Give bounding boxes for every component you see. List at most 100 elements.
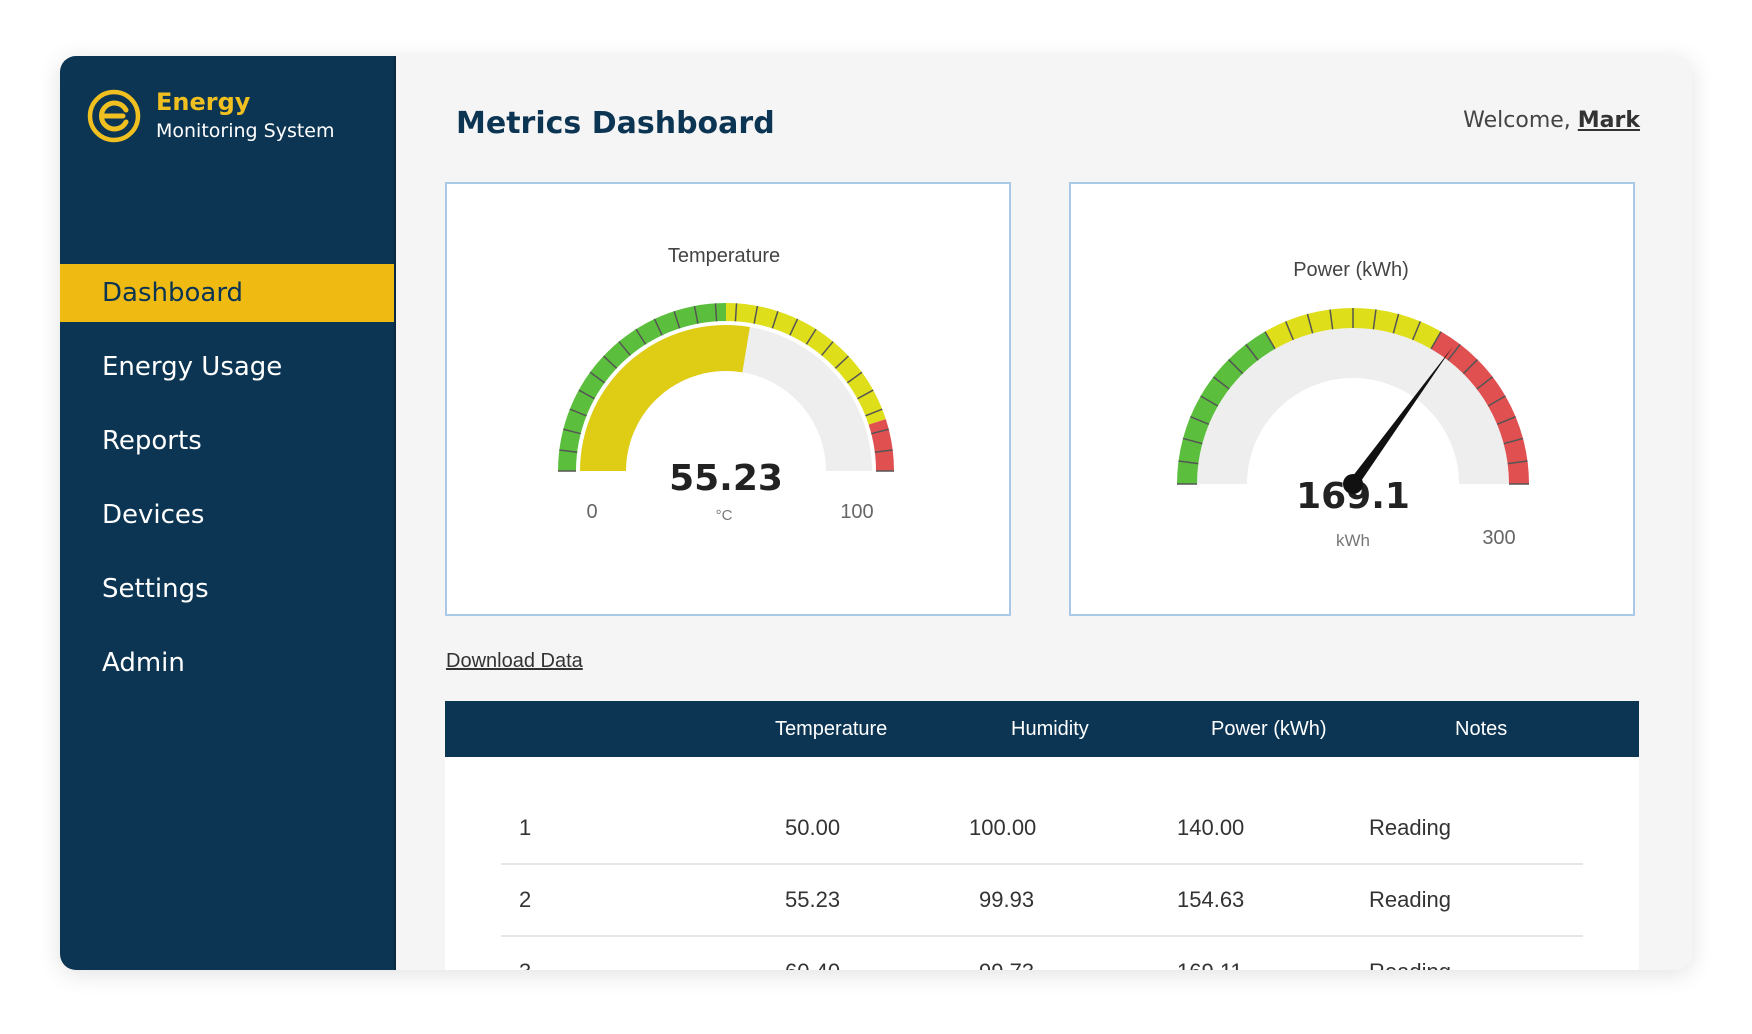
power-gauge-tick: [1487, 395, 1506, 407]
cell-temperature: 55.23: [785, 887, 841, 912]
temperature-gauge-tick: [834, 355, 849, 369]
power-gauge-tick: [1462, 359, 1478, 375]
main-content: Metrics Dashboard Welcome, Mark Temperat…: [396, 56, 1692, 970]
power-gauge-title: Power (kWh): [1293, 259, 1409, 281]
sidebar-item-dashboard[interactable]: Dashboard: [60, 264, 394, 322]
temperature-gauge-tick: [874, 449, 893, 453]
download-data-link[interactable]: Download Data: [446, 650, 583, 672]
power-gauge-unit: kWh: [1336, 531, 1370, 550]
temperature-gauge-tick: [846, 371, 863, 384]
temperature-gauge-tick: [871, 428, 889, 435]
app-window: Energy Monitoring System Dashboard Energ…: [60, 56, 1692, 970]
cell-index: 2: [519, 887, 532, 912]
temperature-gauge-tick: [603, 355, 618, 369]
sidebar-item-devices[interactable]: Devices: [102, 500, 205, 530]
brand-name-line1: Energy: [156, 88, 251, 116]
temperature-gauge-tick: [734, 303, 738, 322]
user-link[interactable]: Mark: [1577, 108, 1640, 133]
power-gauge-tick: [1178, 460, 1199, 465]
cell-notes: Reading: [1369, 887, 1451, 912]
cell-power: 154.63: [1177, 887, 1245, 912]
temperature-gauge-tick: [653, 318, 663, 336]
cell-notes: Reading: [1369, 959, 1451, 970]
temperature-gauge-tick: [589, 371, 606, 384]
power-gauge-tick: [1212, 376, 1230, 390]
temperature-gauge-unit: °C: [716, 507, 733, 524]
cell-index: 1: [519, 815, 532, 840]
temperature-gauge-card: Temperature 55.23 °C 0 100: [445, 182, 1011, 616]
temperature-gauge-tick: [578, 389, 595, 400]
cell-humidity: 99.73: [979, 959, 1034, 970]
brand-name-line2: Monitoring System: [156, 120, 335, 142]
power-gauge: Power (kWh) 169.1 kWh 300: [1177, 259, 1529, 550]
sidebar-item-settings[interactable]: Settings: [102, 574, 209, 604]
power-gauge-tick: [1264, 331, 1276, 350]
power-gauge-tick: [1496, 415, 1516, 425]
power-zone-red: [1431, 331, 1529, 484]
temperature-gauge-tick: [789, 318, 799, 336]
sidebar-item-admin[interactable]: Admin: [102, 648, 185, 678]
sidebar-nav: Dashboard Energy Usage Reports Devices S…: [60, 264, 394, 708]
cell-humidity: 99.93: [979, 887, 1035, 912]
temperature-zone-yellow: [726, 303, 886, 425]
energy-e-icon: [87, 89, 141, 143]
table-row[interactable]: 1 50.00 100.00 140.00 Reading: [501, 793, 1583, 865]
temperature-gauge-value: 55.23: [669, 458, 783, 499]
power-gauge-tick: [1228, 359, 1244, 375]
power-gauge-tick: [1430, 331, 1442, 350]
power-gauge-tick: [1447, 343, 1461, 361]
table-header-notes[interactable]: Notes: [1455, 717, 1508, 740]
temperature-gauge-tick: [559, 449, 578, 453]
power-gauge-tick: [1245, 343, 1259, 361]
table-header: Temperature Humidity Power (kWh) Notes: [445, 701, 1639, 757]
cell-power: 169.11: [1177, 959, 1243, 970]
temperature-gauge-title: Temperature: [668, 245, 780, 267]
cell-temperature: 60.40: [785, 959, 840, 970]
table-header-temperature[interactable]: Temperature: [775, 717, 888, 740]
table-row[interactable]: 3 60.40 99.73 169.11 Reading: [501, 937, 1583, 970]
welcome-message: Welcome, Mark: [1463, 108, 1640, 133]
cell-temperature: 50.00: [785, 815, 841, 840]
sidebar-item-reports[interactable]: Reports: [102, 426, 202, 456]
temperature-gauge-tick: [635, 328, 647, 345]
power-gauge-tick: [1503, 437, 1524, 445]
cell-humidity: 100.00: [969, 815, 1037, 840]
temperature-gauge-tick: [821, 341, 834, 356]
sidebar: Energy Monitoring System Dashboard Energ…: [60, 56, 396, 970]
power-gauge-needle-hub: [1343, 474, 1363, 494]
temperature-gauge-min: 0: [586, 501, 597, 523]
page-title: Metrics Dashboard: [456, 106, 775, 141]
temperature-gauge-tick: [673, 310, 681, 329]
power-zone-green: [1177, 331, 1275, 484]
power-gauge-tick: [1182, 437, 1203, 445]
power-gauge-tick: [1190, 415, 1210, 425]
power-gauge-card: Power (kWh) 169.1 kWh 300: [1069, 182, 1635, 616]
temperature-gauge-tick: [753, 305, 759, 324]
power-gauge-tick: [1412, 321, 1422, 341]
temperature-gauge-tick: [618, 341, 631, 356]
table-header-humidity[interactable]: Humidity: [1011, 717, 1089, 740]
temperature-gauge-tick: [771, 310, 779, 329]
table-header-power[interactable]: Power (kWh): [1211, 717, 1327, 740]
brand-logo[interactable]: Energy Monitoring System: [86, 88, 386, 158]
power-gauge-tick: [1476, 376, 1494, 390]
power-gauge-tick: [1306, 313, 1314, 334]
sidebar-item-energy-usage[interactable]: Energy Usage: [102, 352, 283, 382]
power-gauge-tick: [1507, 460, 1528, 465]
temperature-gauge: Temperature 55.23 °C 0 100: [558, 245, 894, 524]
table-row[interactable]: 2 55.23 99.93 154.63 Reading: [501, 865, 1583, 937]
cell-notes: Reading: [1369, 815, 1451, 840]
power-gauge-track: [1197, 328, 1509, 484]
power-gauge-tick: [1284, 321, 1294, 341]
welcome-prefix: Welcome,: [1463, 108, 1578, 133]
temperature-gauge-tick: [857, 389, 874, 400]
temperature-gauge-tick: [693, 305, 699, 324]
temperature-zone-green: [558, 303, 726, 471]
readings-table: Temperature Humidity Power (kWh) Notes 1…: [445, 701, 1639, 970]
cell-index: 3: [519, 959, 531, 970]
power-gauge-needle: [1348, 346, 1453, 487]
temperature-gauge-max: 100: [840, 501, 873, 523]
temperature-zone-red: [868, 419, 894, 471]
power-gauge-tick: [1200, 395, 1219, 407]
power-gauge-tick: [1392, 313, 1400, 334]
